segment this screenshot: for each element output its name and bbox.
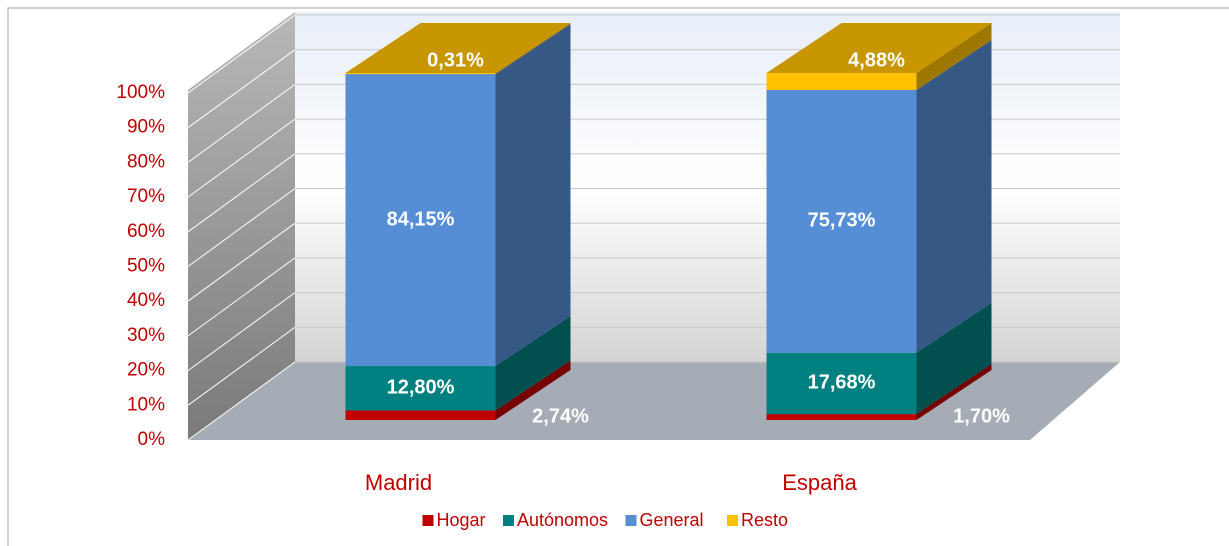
bar-segment [345, 410, 496, 420]
x-tick-label: Madrid [365, 470, 432, 495]
bar-top [345, 23, 571, 73]
y-tick-label: 30% [127, 325, 165, 346]
y-tick-label: 40% [127, 290, 165, 311]
bar-segment [345, 366, 496, 411]
legend-label: Hogar [437, 510, 486, 530]
legend-swatch [503, 515, 514, 526]
y-tick-label: 10% [127, 394, 165, 415]
bar-side [916, 23, 992, 90]
data-label: 84,15% [387, 208, 455, 230]
grid-line [187, 222, 296, 302]
data-label: 75,73% [808, 210, 876, 232]
y-tick-label: 60% [127, 221, 165, 242]
y-tick-label: 100% [116, 82, 165, 103]
grid-line [187, 292, 296, 372]
grid-line [187, 118, 296, 198]
frame [7, 7, 1229, 546]
bar-segment [345, 73, 496, 75]
legend-label: General [640, 510, 704, 530]
grid-line [187, 83, 296, 163]
legend-swatch [625, 515, 637, 526]
bar-side [916, 364, 992, 420]
legend-swatch [422, 515, 434, 526]
grid-line [187, 49, 296, 129]
legend-label: Resto [741, 510, 788, 530]
bar-segment [766, 73, 917, 90]
bar-side [495, 24, 571, 367]
bar-segment [345, 74, 496, 367]
data-label: 12,80% [387, 377, 455, 399]
grid-line [187, 188, 296, 267]
bar-side [495, 360, 571, 420]
bar-side [495, 316, 571, 411]
data-label: 1,70% [953, 405, 1010, 427]
bar-segment [766, 414, 917, 420]
data-label: 17,68% [808, 372, 876, 394]
y-tick-label: 50% [127, 256, 165, 277]
grid-line [187, 257, 296, 337]
y-tick-label: 80% [127, 151, 165, 172]
grid-line [187, 153, 296, 233]
bar-segment [766, 352, 917, 415]
bar-top [766, 23, 992, 74]
legend-swatch [727, 515, 738, 526]
x-tick-label: España [782, 470, 857, 495]
data-label: 2,74% [532, 405, 589, 427]
data-label: 0,31% [427, 49, 484, 71]
legend-label: Autónomos [517, 510, 608, 530]
grid-line [187, 361, 296, 441]
y-tick-label: 0% [138, 429, 166, 450]
bar-side [916, 302, 992, 415]
y-tick-label: 70% [127, 186, 165, 207]
bar-segment [766, 89, 917, 353]
side-wall [188, 12, 295, 440]
grid-line [187, 326, 296, 406]
y-tick-label: 90% [127, 117, 165, 138]
legend: Hogar Autónomos General Resto [422, 510, 788, 530]
grid-line [187, 14, 296, 94]
bar-side [916, 39, 992, 353]
bar-side [495, 23, 571, 75]
data-label: 4,88% [848, 49, 905, 71]
y-tick-label: 20% [127, 360, 165, 381]
